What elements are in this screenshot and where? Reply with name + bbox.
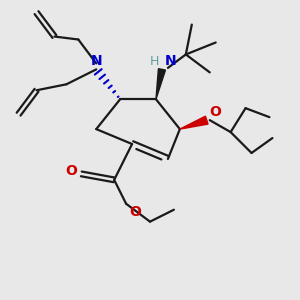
Text: H: H [150, 55, 159, 68]
Text: N: N [165, 54, 177, 68]
Polygon shape [156, 69, 166, 99]
Polygon shape [180, 116, 208, 129]
Text: O: O [210, 105, 222, 118]
Text: O: O [65, 164, 77, 178]
Text: O: O [129, 205, 141, 219]
Text: N: N [90, 54, 102, 68]
